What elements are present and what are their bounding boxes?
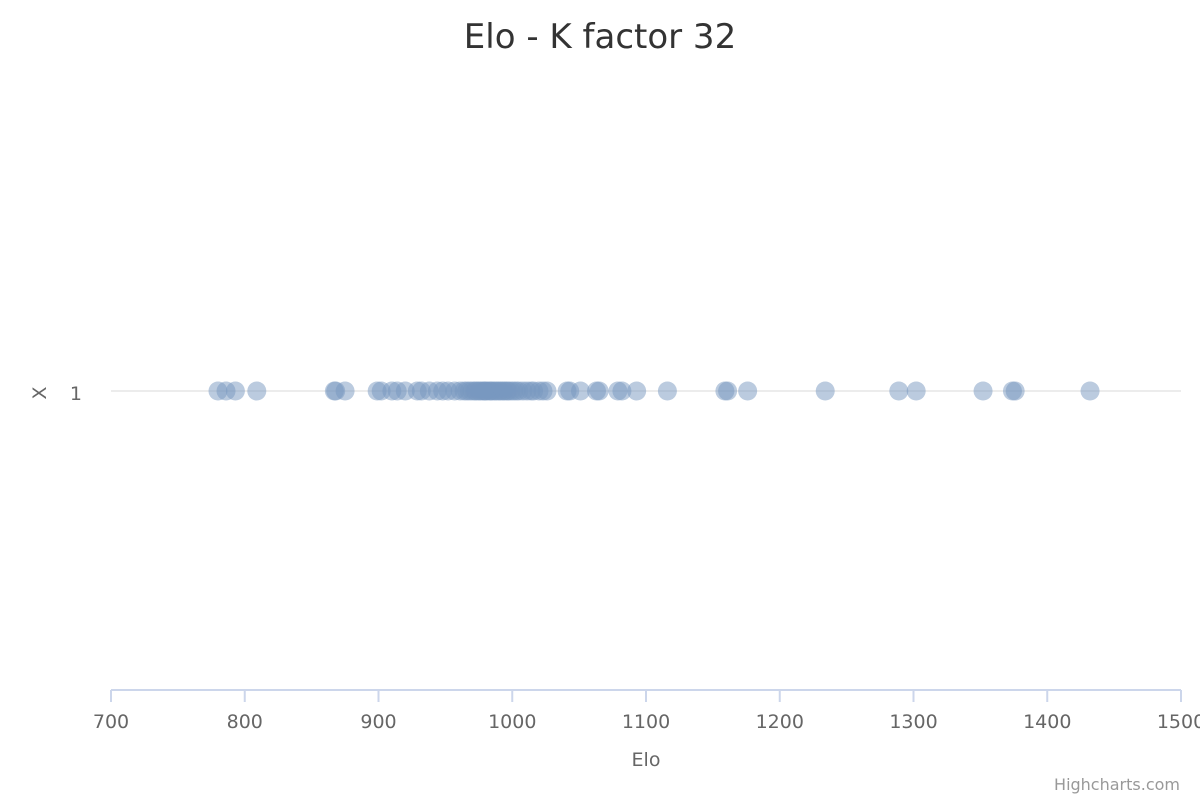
data-point[interactable] — [570, 381, 590, 401]
x-tick-label: 1300 — [889, 711, 937, 733]
data-point[interactable] — [889, 381, 909, 401]
credits-link[interactable]: Highcharts.com — [1054, 775, 1180, 794]
y-axis: 1 — [70, 383, 82, 405]
x-tick-label: 900 — [360, 711, 396, 733]
data-point[interactable] — [815, 381, 835, 401]
x-tick-label: 700 — [93, 711, 129, 733]
data-point[interactable] — [225, 381, 245, 401]
data-point[interactable] — [657, 381, 677, 401]
chart-title: Elo - K factor 32 — [464, 17, 736, 57]
y-tick-label: 1 — [70, 383, 82, 405]
y-axis-title: X — [29, 386, 51, 399]
data-point[interactable] — [335, 381, 355, 401]
x-axis: 700 800 900 1000 1100 1200 1300 1400 1500 — [93, 689, 1200, 733]
data-point[interactable] — [612, 381, 632, 401]
x-tick-label: 1100 — [622, 711, 670, 733]
data-point[interactable] — [1005, 381, 1025, 401]
data-point[interactable] — [738, 381, 758, 401]
x-tick-label: 1400 — [1023, 711, 1071, 733]
data-point[interactable] — [973, 381, 993, 401]
x-tick-label: 1000 — [488, 711, 536, 733]
x-tick-label: 800 — [227, 711, 263, 733]
data-point[interactable] — [718, 381, 738, 401]
data-point[interactable] — [589, 381, 609, 401]
data-point[interactable] — [1080, 381, 1100, 401]
data-point[interactable] — [906, 381, 926, 401]
data-point[interactable] — [247, 381, 267, 401]
x-axis-title: Elo — [632, 749, 661, 771]
data-point[interactable] — [537, 381, 557, 401]
data-point[interactable] — [627, 381, 647, 401]
data-points — [208, 381, 1100, 401]
x-tick-label: 1200 — [756, 711, 804, 733]
x-tick-label: 1500 — [1157, 711, 1200, 733]
